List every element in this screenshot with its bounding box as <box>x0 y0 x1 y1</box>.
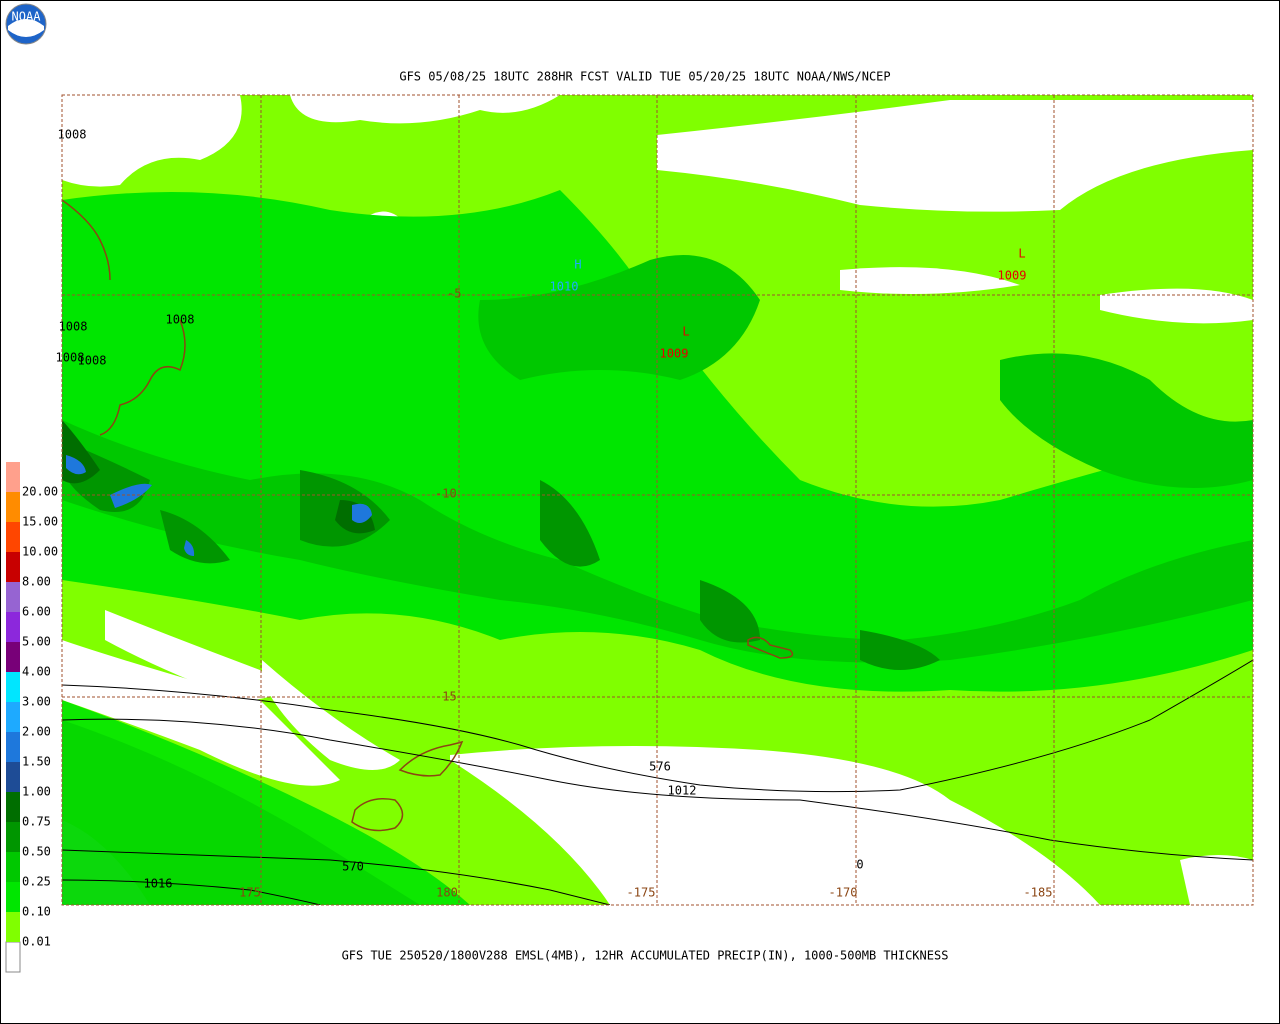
longitude-label: -185 <box>1024 886 1053 900</box>
latitude-label: -10 <box>435 487 457 501</box>
contour-label: 0 <box>856 858 863 872</box>
legend-label: 5.00 <box>22 635 51 649</box>
legend-label: 0.25 <box>22 875 51 889</box>
map-area <box>61 94 1254 906</box>
legend-label: 0.10 <box>22 905 51 919</box>
pressure-center-value: 1009 <box>660 347 689 361</box>
map-footer: GFS TUE 250520/1800V288 EMSL(4MB), 12HR … <box>342 949 949 963</box>
legend-label: 1.00 <box>22 785 51 799</box>
logo-text: NOAA <box>12 10 42 24</box>
legend-label: 0.75 <box>22 815 51 829</box>
longitude-label: -170 <box>829 886 858 900</box>
legend-swatch <box>6 882 20 912</box>
contour-label: 570 <box>342 860 364 874</box>
legend-swatch <box>6 642 20 672</box>
legend-label: 1.50 <box>22 755 51 769</box>
latitude-label: -5 <box>447 287 461 301</box>
longitude-label: 175 <box>239 886 261 900</box>
legend-label: 3.00 <box>22 695 51 709</box>
contour-label: 1016 <box>144 877 173 891</box>
contour-label: 1008 <box>166 313 195 327</box>
legend-swatch <box>6 732 20 762</box>
legend-swatch <box>6 582 20 612</box>
legend-swatch <box>6 792 20 822</box>
legend-swatch <box>6 822 20 852</box>
legend-label: 2.00 <box>22 725 51 739</box>
legend-label: 0.50 <box>22 845 51 859</box>
legend-label: 6.00 <box>22 605 51 619</box>
contour-label: 1008 <box>78 354 107 368</box>
pressure-center-symbol: H <box>574 258 581 272</box>
pressure-center-symbol: L <box>682 325 689 339</box>
logo: NOAA <box>5 3 47 45</box>
legend-swatch <box>6 672 20 702</box>
map-title: GFS 05/08/25 18UTC 288HR FCST VALID TUE … <box>399 70 890 84</box>
legend-label: 20.00 <box>22 485 58 499</box>
legend-swatch <box>6 552 20 582</box>
contour-label: 1008 <box>56 351 85 365</box>
legend-swatch <box>6 492 20 522</box>
legend-swatch <box>6 852 20 882</box>
contour-label: 576 <box>649 760 671 774</box>
legend-label: 0.01 <box>22 935 51 949</box>
pressure-center-value: 1009 <box>998 269 1027 283</box>
longitude-label: 180 <box>436 886 458 900</box>
legend-label: 10.00 <box>22 545 58 559</box>
legend-swatch <box>6 522 20 552</box>
legend-swatch <box>6 702 20 732</box>
pressure-center-value: 1010 <box>550 280 579 294</box>
longitude-label: -175 <box>627 886 656 900</box>
legend-label: 4.00 <box>22 665 51 679</box>
legend-swatch <box>5 941 21 973</box>
legend-label: 15.00 <box>22 515 58 529</box>
legend-swatch <box>6 762 20 792</box>
contour-label: 1012 <box>668 784 697 798</box>
legend-swatch <box>6 612 20 642</box>
legend-label: 8.00 <box>22 575 51 589</box>
pressure-center-symbol: L <box>1018 247 1025 261</box>
latitude-label: -15 <box>435 690 457 704</box>
legend-swatch <box>6 462 20 492</box>
contour-label: 1008 <box>58 128 87 142</box>
contour-label: 1008 <box>59 320 88 334</box>
legend-swatch <box>6 912 20 942</box>
